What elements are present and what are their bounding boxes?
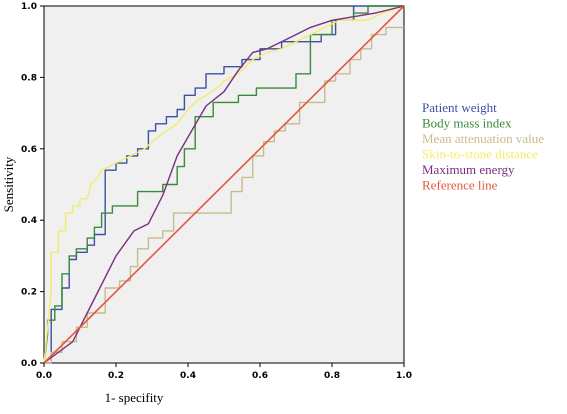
y-tick-label: 0.0 [21,359,37,369]
x-tick-label: 0.2 [108,371,124,381]
series-line-patient-weight [44,5,404,364]
y-axis-title: Sensitivity [1,156,16,212]
x-tick-label: 0.0 [36,371,52,381]
legend-entry: Body mass index [422,116,512,131]
y-tick-label: 0.2 [21,288,37,298]
x-tick-label: 1.0 [396,371,412,381]
x-axis-title: 1- specifity [105,390,164,405]
legend-entry: Mean attenuation value [422,131,544,146]
legend-entry: Skin-to-stone distance [422,147,538,162]
legend-entry: Reference line [422,178,498,193]
y-tick-label: 0.6 [21,145,37,155]
y-tick-label: 0.4 [21,216,37,226]
series-line-mean-attenuation-value [44,26,404,364]
y-tick-label: 0.8 [21,73,37,83]
x-tick-label: 0.4 [180,371,196,381]
series-lines [43,5,405,364]
series-line-body-mass-index [43,5,404,364]
x-tick-label: 0.8 [324,371,340,381]
legend-entry: Patient weight [422,100,497,115]
series-line-skin-to-stone-distance [43,5,405,364]
series-line-maximum-energy [43,5,405,364]
axes: 0.0 0.2 0.4 0.6 0.8 1.0 0.0 0.2 0.4 0.6 0.8 1.0 [21,2,412,381]
legend-entry: Maximum energy [422,162,515,177]
series-line-reference-line [43,5,405,364]
x-tick-label: 0.6 [252,371,268,381]
y-tick-label: 1.0 [21,2,37,12]
